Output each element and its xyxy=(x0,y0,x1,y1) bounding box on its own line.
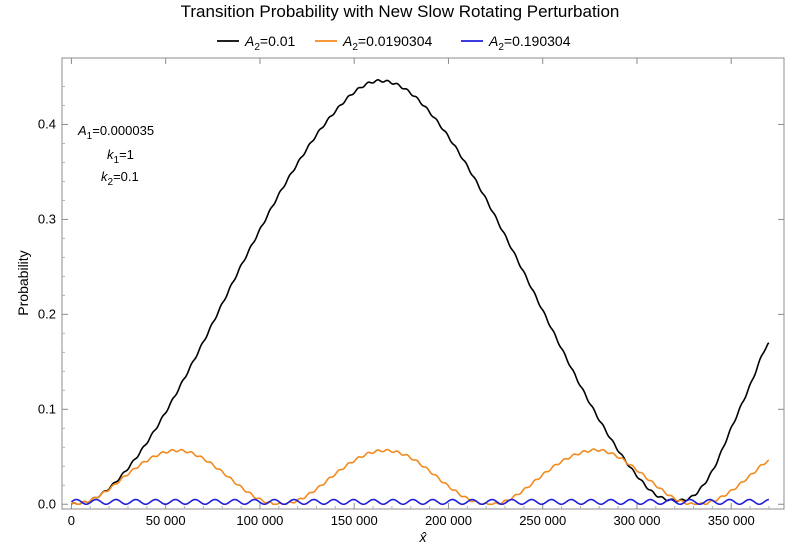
series-line-0 xyxy=(70,79,770,506)
y-tick-label: 0.0 xyxy=(38,496,56,511)
x-axis-label: x̂ xyxy=(419,529,428,545)
y-tick-label: 0.2 xyxy=(38,306,56,321)
x-tick-label: 250 000 xyxy=(519,513,566,528)
x-tick-label: 350 000 xyxy=(708,513,755,528)
y-tick-label: 0.1 xyxy=(38,401,56,416)
x-tick-label: 300 000 xyxy=(613,513,660,528)
y-axis-ticks: 0.0 0.1 0.2 0.3 0.4 xyxy=(38,85,784,511)
plot-frame xyxy=(61,57,785,510)
legend-label-1: A2=0.0190304 xyxy=(342,33,432,53)
y-axis-label: Probability xyxy=(15,250,31,315)
annotation-2: k2=0.1 xyxy=(101,169,139,188)
series-line-2 xyxy=(70,498,770,506)
legend: A2=0.01 A2=0.0190304 A2=0.190304 xyxy=(217,33,571,53)
y-tick-label: 0.4 xyxy=(38,116,56,131)
x-axis-ticks: 0 50 000 100 000 150 000 200 000 250 000 300 0… xyxy=(68,58,770,528)
annotation-0: A1=0.000035 xyxy=(77,123,154,142)
chart-title: Transition Probability with New Slow Rot… xyxy=(181,2,620,21)
x-tick-label: 50 000 xyxy=(146,513,186,528)
parameter-annotations: A1=0.000035 k1=1 k2=0.1 xyxy=(77,123,154,188)
y-tick-label: 0.3 xyxy=(38,211,56,226)
legend-label-0: A2=0.01 xyxy=(244,33,296,53)
annotation-1: k1=1 xyxy=(107,147,134,166)
x-tick-label: 100 000 xyxy=(236,513,283,528)
series-line-1 xyxy=(70,448,769,506)
x-tick-label: 200 000 xyxy=(425,513,472,528)
series-layer xyxy=(70,79,770,506)
legend-label-2: A2=0.190304 xyxy=(488,33,571,53)
x-tick-label: 150 000 xyxy=(331,513,378,528)
x-tick-label: 0 xyxy=(68,513,75,528)
